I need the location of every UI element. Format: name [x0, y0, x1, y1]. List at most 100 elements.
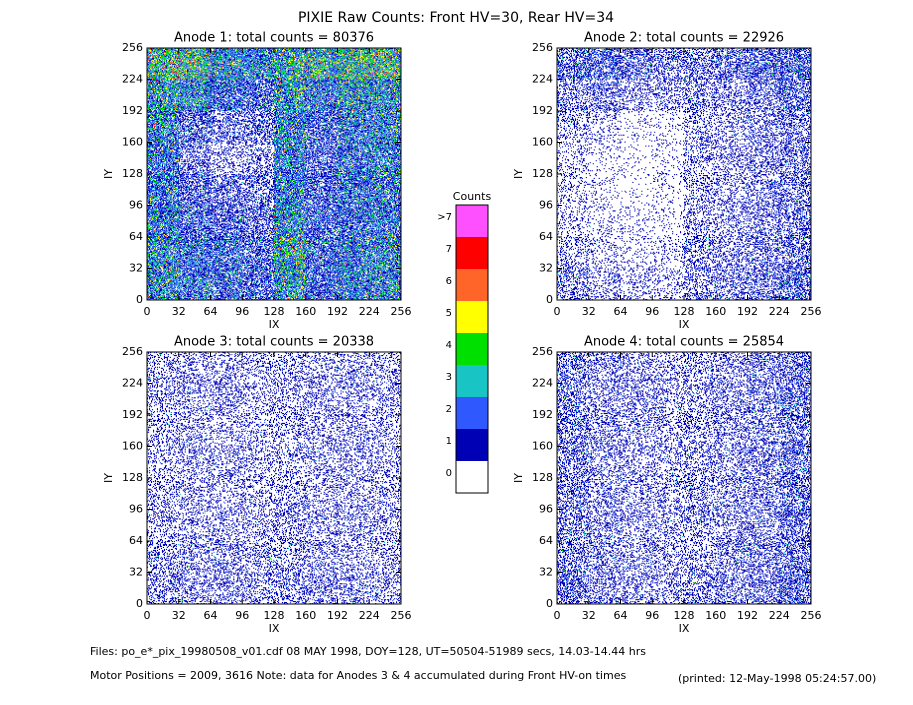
count-pixels — [588, 111, 621, 143]
heatmap-cell — [557, 352, 589, 384]
count-pixels — [274, 79, 305, 110]
panel-title: Anode 4: total counts = 25854 — [584, 335, 784, 350]
count-pixels — [779, 446, 812, 479]
heatmap-cell — [337, 174, 370, 206]
heatmap-cell — [274, 415, 306, 447]
heatmap-cell — [337, 268, 370, 301]
count-pixels — [715, 237, 748, 269]
count-pixels — [210, 541, 243, 573]
count-pixels — [147, 174, 178, 204]
heatmap-cell — [210, 541, 243, 573]
count-pixels — [280, 238, 304, 268]
count-pixels — [290, 138, 292, 140]
count-pixels — [588, 572, 621, 605]
count-pixels — [594, 542, 618, 573]
count-pixels — [673, 519, 675, 521]
colorbar-cell — [456, 301, 488, 333]
count-pixels — [746, 275, 748, 277]
count-pixels — [653, 111, 685, 143]
heatmap-cell — [779, 111, 812, 143]
x-tick-label: 160 — [705, 609, 726, 622]
y-tick-label: 128 — [532, 167, 553, 180]
count-pixels — [620, 48, 653, 80]
count-pixels — [147, 268, 178, 301]
heatmap-cell — [369, 237, 402, 269]
count-pixels — [242, 541, 275, 573]
heatmap-cell — [557, 478, 589, 510]
count-pixels — [235, 490, 237, 492]
count-pixels — [557, 205, 589, 238]
count-pixels — [153, 123, 155, 127]
count-pixels — [305, 415, 338, 447]
heatmap-cell — [747, 478, 780, 510]
heatmap-cell — [715, 237, 748, 269]
count-pixels — [274, 143, 305, 174]
count-pixels — [576, 582, 578, 584]
x-tick-label: 0 — [144, 609, 151, 622]
count-pixels — [557, 142, 589, 175]
heatmap-cell — [305, 478, 338, 510]
count-pixels — [178, 352, 211, 384]
count-pixels — [359, 530, 361, 532]
count-pixels — [684, 415, 716, 447]
count-pixels — [569, 120, 573, 125]
panel-title: Anode 2: total counts = 22926 — [584, 31, 784, 46]
count-pixels — [314, 556, 316, 558]
count-pixels — [213, 210, 215, 212]
heatmap-cell — [369, 352, 402, 384]
count-pixels — [740, 402, 742, 404]
heatmap-cell — [178, 383, 211, 416]
count-pixels — [369, 174, 402, 206]
count-pixels — [147, 142, 179, 175]
heatmap-cell — [210, 237, 243, 269]
count-pixels — [730, 153, 732, 155]
count-pixels — [750, 479, 778, 510]
count-pixels — [274, 79, 306, 112]
count-pixels — [264, 202, 266, 204]
count-pixels — [178, 446, 211, 479]
count-pixels — [652, 572, 685, 605]
count-pixels — [182, 51, 211, 80]
count-pixels — [337, 268, 370, 301]
heatmap-cell — [557, 268, 589, 301]
y-tick-label: 64 — [539, 534, 553, 547]
count-pixels — [747, 174, 780, 206]
colorbar-label: 2 — [446, 404, 452, 415]
heatmap-cell — [178, 478, 211, 510]
count-pixels — [178, 383, 211, 416]
heatmap-cell — [178, 572, 211, 605]
colorbar-cell — [456, 333, 488, 365]
heatmap-cell — [274, 142, 306, 175]
x-tick-label: 32 — [172, 609, 186, 622]
count-pixels — [690, 389, 698, 410]
heatmap-cell — [557, 572, 589, 605]
heatmap-cell — [178, 79, 211, 112]
y-tick-label: 160 — [532, 440, 553, 453]
count-pixels — [747, 268, 779, 301]
count-pixels — [337, 237, 370, 269]
count-pixels — [149, 79, 177, 111]
heatmap-cell — [557, 541, 589, 573]
count-pixels — [588, 142, 621, 175]
heatmap-cell — [369, 142, 402, 175]
heatmap-cell — [684, 111, 716, 143]
count-pixels — [178, 383, 211, 415]
count-pixels — [305, 142, 338, 175]
colorbar-cell — [456, 237, 488, 269]
count-pixels — [274, 205, 306, 238]
count-pixels — [329, 98, 336, 106]
x-tick-label: 224 — [359, 305, 380, 318]
count-pixels — [783, 415, 811, 446]
heatmap-cell — [369, 446, 402, 479]
x-tick-label: 64 — [204, 609, 218, 622]
heatmap-cell — [557, 446, 589, 479]
x-tick-label: 224 — [769, 305, 790, 318]
heatmap-cell — [178, 142, 211, 175]
heatmap-cell — [652, 541, 685, 573]
count-pixels — [369, 541, 402, 573]
heatmap-cell — [242, 79, 275, 112]
y-tick-label: 0 — [546, 293, 553, 306]
heatmap-cell — [369, 541, 402, 573]
heatmap-cell — [620, 268, 653, 301]
count-pixels — [178, 493, 181, 500]
